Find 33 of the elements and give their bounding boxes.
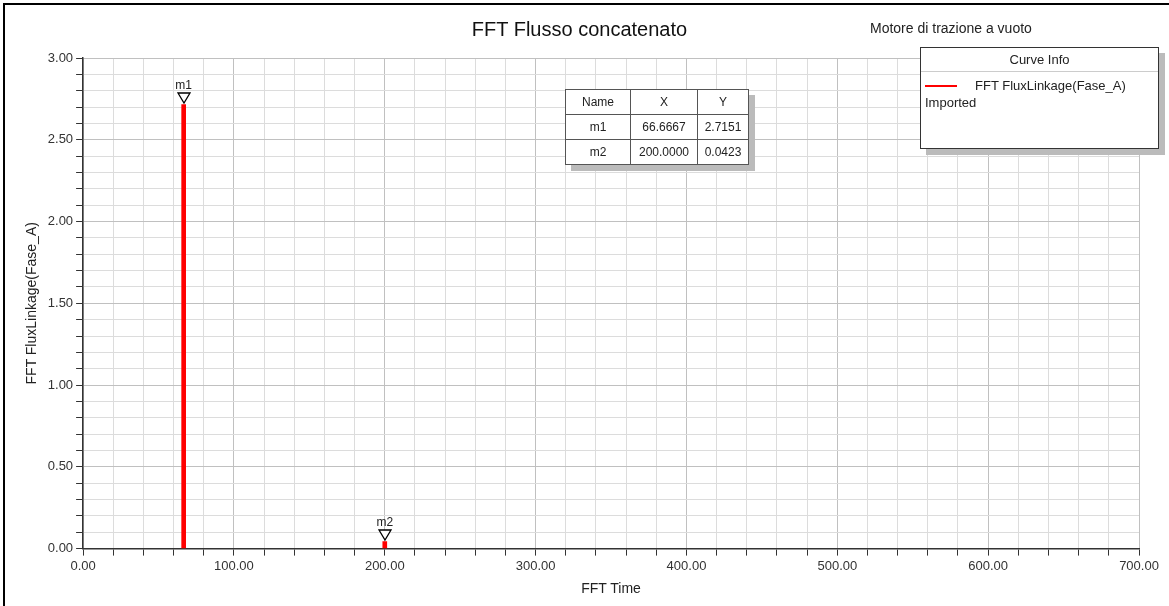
x-tick-label: 700.00 [1119,557,1159,573]
x-tick-label: 400.00 [666,557,707,573]
annotation: m2 [376,515,394,529]
annotation: 2.7151 [697,114,749,140]
y-axis-title: FFT FluxLinkage(Fase_A) [23,222,40,385]
y-tick-label: 3.00 [47,49,74,65]
text: m1 [589,120,607,134]
x-axis-title: FFT Time [581,580,642,597]
annotation: m1 [175,77,193,92]
annotation: 0.0423 [697,139,749,165]
annotation: Name [565,89,631,115]
chart-subtitle: Motore di trazione a vuoto [870,20,1032,36]
x-tick-label: 0.00 [70,557,96,573]
x-tick-label: 300.00 [515,557,556,573]
x-tick-label: 200.00 [364,557,405,573]
annotation: 200.0000 [630,139,698,165]
annotation: 66.6667 [630,114,698,140]
y-tick-label: 2.00 [47,213,74,229]
annotation: Imported [924,94,978,112]
y-tick-label: 0.00 [47,540,74,556]
x-tick-label: 500.00 [817,557,858,573]
text: m2 [589,145,607,159]
annotation: Y [697,89,749,115]
y-tick-label: 1.50 [47,294,74,310]
chart-title: FFT Flusso concatenato [471,17,688,40]
y-tick-label: 0.50 [47,458,74,474]
legend-title: Curve Info [921,48,1158,72]
x-tick-label: 600.00 [968,557,1009,573]
annotation: X [630,89,698,115]
legend-label: FFT FluxLinkage(Fase_A) [975,78,1126,93]
y-tick-label: 2.50 [47,131,74,147]
y-tick-label: 1.00 [47,376,74,392]
x-tick-label: 100.00 [214,557,254,573]
